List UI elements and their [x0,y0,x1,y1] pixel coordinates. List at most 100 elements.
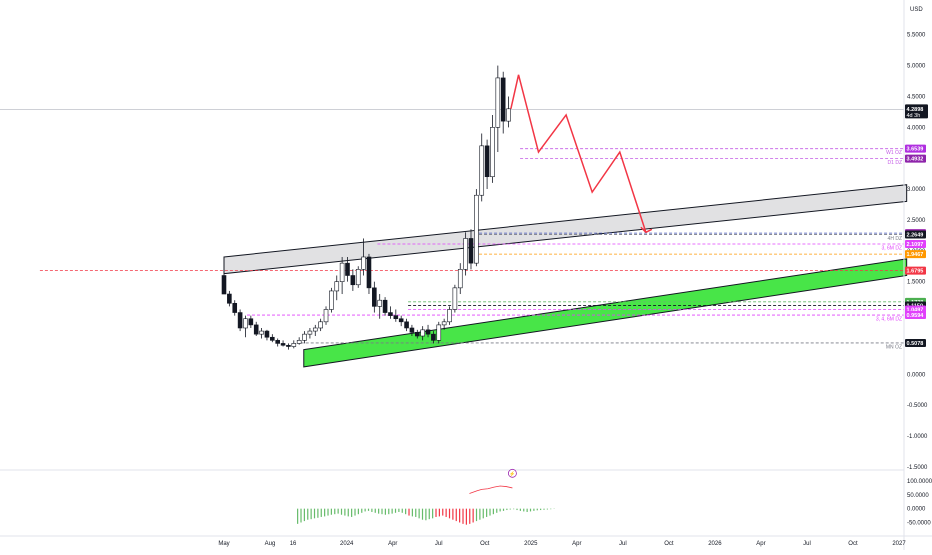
osc-tick-label: -50.0000 [907,520,931,526]
x-tick-label: 16 [290,541,297,547]
osc-histogram-bar [395,509,396,513]
candle-body [313,328,317,331]
y-tick-label: -0.5000 [907,403,928,409]
osc-histogram-bar [473,509,474,523]
osc-histogram-bar [449,509,450,519]
level-price-label: 3.6539 [907,147,924,153]
x-tick-label: Aug [265,541,276,547]
y-tick-label: 0.0000 [907,372,926,378]
x-tick-label: Jul [803,541,811,547]
candle-body [490,127,494,176]
level-zone-label: D1 DZ [888,160,902,166]
x-tick-label: 2027 [892,541,906,547]
candle-body [383,300,387,312]
osc-histogram-bar [307,509,308,520]
candle-body [345,263,349,275]
osc-histogram-bar [476,509,477,521]
y-tick-label: 1.5000 [907,280,926,286]
candle-body [458,269,462,288]
candle-body [329,291,333,310]
candle-body [276,340,280,343]
osc-histogram-bar [469,509,470,524]
y-tick-label: -1.0000 [907,434,928,440]
osc-histogram-bar [462,509,463,524]
x-tick-label: 2024 [340,541,354,547]
candle-body [340,263,344,282]
y-tick-label: 5.0000 [907,64,926,70]
osc-histogram-bar [402,509,403,513]
candle-body [222,276,226,295]
osc-histogram-bar [327,509,328,516]
osc-histogram-bar [516,509,517,510]
osc-histogram-bar [368,509,369,511]
osc-histogram-bar [314,509,315,519]
osc-histogram-bar [405,509,406,515]
osc-histogram-bar [338,509,339,514]
candle-body [260,331,264,334]
y-tick-label: 4.5000 [907,94,926,100]
level-price-label: 0.5078 [907,341,924,347]
osc-histogram-bar [354,509,355,516]
level-zone-label: 3, 4, 6M DZ [876,317,902,323]
x-tick-label: May [218,541,229,547]
osc-histogram-bar [412,509,413,517]
candle-body [426,330,430,334]
osc-histogram-bar [483,509,484,519]
candle-body [507,109,511,121]
x-tick-label: Apr [756,541,765,547]
osc-histogram-bar [419,509,420,519]
level-zone-label: W1 OZ [886,150,902,156]
candle-body [501,78,505,121]
osc-tick-label: 0.0000 [907,507,926,513]
osc-histogram-bar [381,509,382,515]
level-price-label: 2.2649 [907,232,924,238]
level-price-label: 0.9594 [907,313,925,319]
candle-body [292,343,296,346]
osc-histogram-bar [439,509,440,517]
candle-body [485,146,489,177]
candle-body [378,300,382,306]
osc-histogram-bar [503,509,504,511]
osc-histogram-bar [442,509,443,516]
candle-body [453,288,457,310]
osc-histogram-bar [297,509,298,524]
candle-body [415,332,419,336]
candle-body [308,331,312,334]
candle-body [362,257,366,269]
candle-body [254,325,258,334]
osc-histogram-bar [324,509,325,517]
x-tick-label: 2025 [524,541,538,547]
osc-histogram-bar [530,509,531,512]
osc-histogram-bar [496,509,497,513]
osc-histogram-bar [456,509,457,521]
osc-histogram-bar [547,509,548,510]
candle-body [297,340,301,343]
candle-body [469,238,473,263]
candle-body [442,322,446,325]
y-tick-label: 5.5000 [907,33,926,39]
level-zone-label: 3, 6M DZ [881,246,902,252]
osc-histogram-bar [408,509,409,516]
osc-histogram-bar [334,509,335,515]
last-price-countdown: 4d 3h [907,113,921,119]
osc-histogram-bar [540,509,541,510]
osc-histogram-bar [341,509,342,515]
osc-histogram-bar [398,509,399,512]
osc-histogram-bar [506,509,507,510]
osc-histogram-bar [375,509,376,513]
candle-body [238,313,242,328]
x-tick-label: Jul [435,541,443,547]
candle-body [243,319,247,328]
level-zone-label: MN OZ [886,344,902,350]
y-tick-label: 2.5000 [907,218,926,224]
osc-histogram-bar [344,509,345,516]
x-tick-label: Oct [848,541,858,547]
y-tick-label: -1.5000 [907,465,928,471]
osc-histogram-bar [520,509,521,511]
candle-body [437,325,441,340]
currency-label[interactable]: USD [910,7,923,13]
osc-histogram-bar [533,509,534,511]
osc-histogram-bar [331,509,332,515]
candle-body [233,303,237,312]
